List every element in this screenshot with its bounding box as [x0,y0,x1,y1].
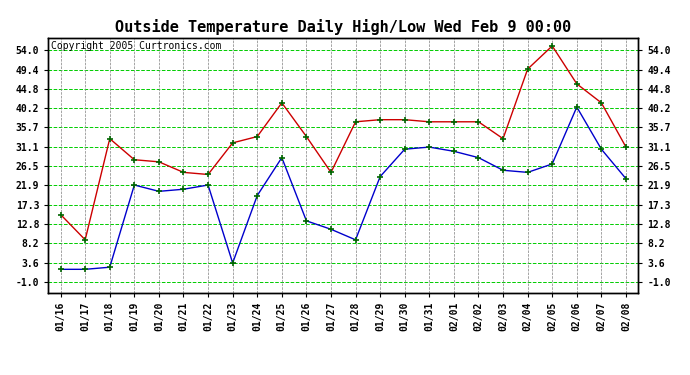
Title: Outside Temperature Daily High/Low Wed Feb 9 00:00: Outside Temperature Daily High/Low Wed F… [115,19,571,35]
Text: Copyright 2005 Curtronics.com: Copyright 2005 Curtronics.com [51,41,221,51]
